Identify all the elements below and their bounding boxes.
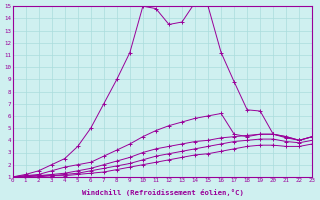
X-axis label: Windchill (Refroidissement éolien,°C): Windchill (Refroidissement éolien,°C) [82,189,244,196]
